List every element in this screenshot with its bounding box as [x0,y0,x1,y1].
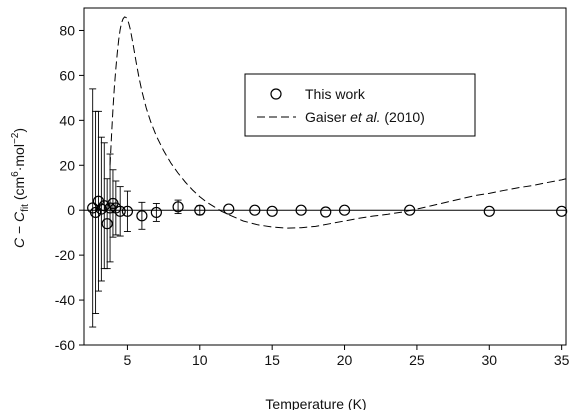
x-tick-label-25: 25 [409,352,425,368]
y-title-sub: fit [20,204,31,212]
legend: This work Gaiser et al. (2010) [244,73,476,137]
point-23 [556,205,568,217]
legend-gaiser-etal: et al. [350,109,380,125]
series-line-gaiser [109,16,567,229]
point-18 [295,204,307,216]
legend-label-this-work: This work [305,86,366,102]
x-axis-title: Temperature (K) [265,396,366,410]
point-21 [404,204,416,216]
point-17 [266,205,278,217]
point-9 [114,205,126,217]
x-tick-label-35: 35 [554,352,570,368]
point-10 [121,205,134,217]
y-title-c1: C [11,237,27,248]
point-20 [338,204,351,216]
legend-gaiser-author: Gaiser [305,109,350,125]
y-title-units-open: (cm [11,177,27,204]
point-3 [95,203,107,215]
legend-gaiser-year: (2010) [380,109,424,125]
legend-box [244,73,476,137]
x-tick-label-10: 10 [192,352,208,368]
legend-label-gaiser: Gaiser et al. (2010) [305,109,425,125]
point-19 [320,206,332,218]
y-title-dash: − [11,222,27,238]
y-tick-label-40: 40 [59,112,75,128]
y-tick-label-20: 20 [59,157,75,173]
y-title-sup1: 6 [10,171,21,177]
point-1 [89,206,102,219]
y-tick-label-0: 0 [67,202,75,218]
point-13 [172,201,184,213]
point-14 [194,204,206,216]
point-11 [136,210,148,222]
legend-marker-this-work [270,88,282,100]
point-16 [249,204,261,216]
x-tick-label-5: 5 [124,352,132,368]
y-tick-label--20: -20 [55,247,75,263]
point-4 [98,200,110,212]
x-tick-label-15: 15 [264,352,280,368]
x-tick-label-20: 20 [337,352,353,368]
y-title-mid: ·mol [11,144,27,171]
y-title-sup2: −2 [10,132,21,144]
y-tick-label-60: 60 [59,67,75,83]
point-5 [101,218,113,230]
y-title-units-close: ) [11,128,27,133]
x-tick-label-30: 30 [481,352,497,368]
plot-area: 5 10 15 20 25 30 35 -60 -40 -20 0 20 40 60 80 [55,7,570,368]
point-15 [223,203,235,215]
point-12 [150,206,162,219]
point-22 [483,205,495,217]
y-tick-label--40: -40 [55,292,75,308]
plot-frame [83,7,567,346]
y-tick-label--60: -60 [55,337,75,353]
y-tick-label-80: 80 [59,22,75,38]
y-title-c2: C [11,211,27,222]
y-axis-title: C − Cfit (cm6·mol−2) [10,128,31,248]
